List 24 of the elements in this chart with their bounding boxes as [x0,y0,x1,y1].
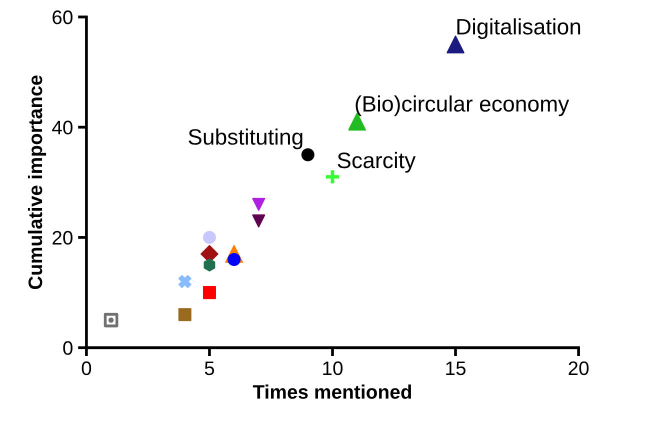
x-tick-label: 10 [323,361,343,376]
x-axis-title: Times mentioned [252,384,412,399]
point [104,312,118,328]
point [252,198,266,211]
x-tick-label: 5 [204,362,214,376]
series-label: Scarcity [338,152,416,173]
point [301,148,314,162]
x-tick-label: 20 [568,361,589,376]
point [202,286,216,300]
point [178,275,192,288]
point [178,308,192,322]
x-tick-label: 0 [82,361,92,376]
y-tick-label: 40 [52,120,72,134]
y-tick-label: 60 [52,10,72,24]
series-label: (Bio)circular economy [356,95,570,116]
series-label: Substituting [188,128,302,150]
point [252,214,266,228]
point [204,258,216,272]
series-label: Digitalisation [457,18,580,39]
y-axis-title: Cumulative importance [28,75,46,290]
x-tick-label: 15 [446,362,466,376]
y-tick-label: 20 [52,230,72,245]
y-tick-label: 0 [63,341,72,355]
point [202,230,216,244]
